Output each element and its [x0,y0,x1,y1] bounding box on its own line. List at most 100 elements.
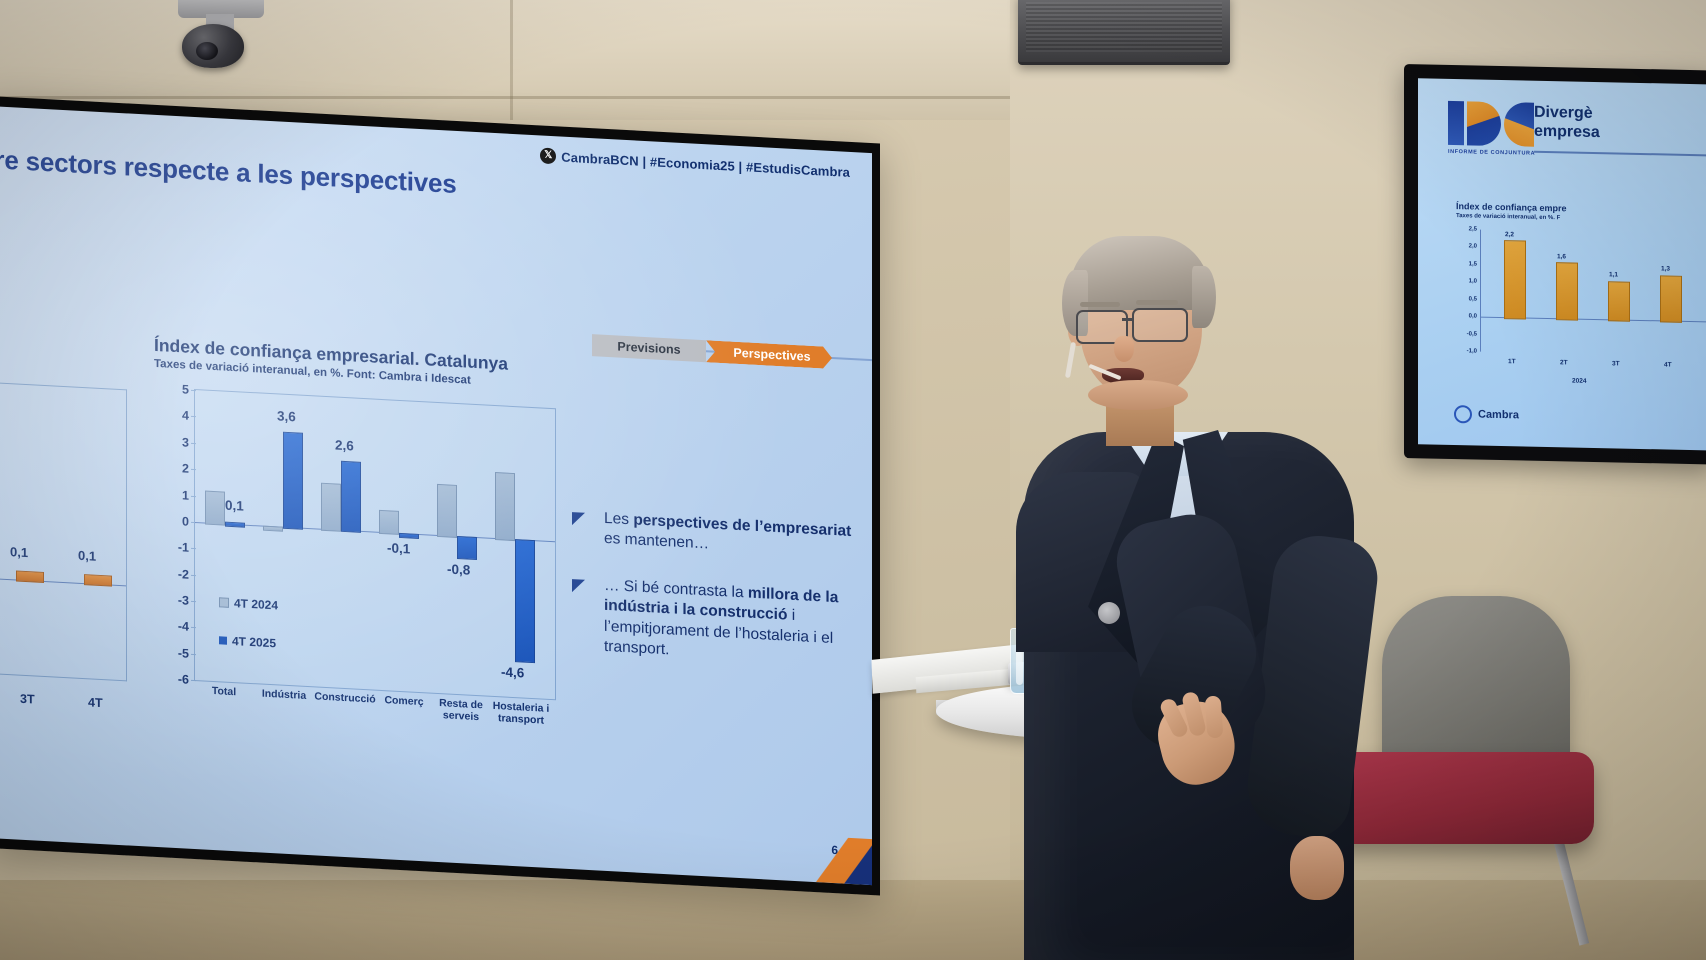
eyeglasses-lens-right [1132,308,1188,342]
bar-2025-total [225,521,245,528]
bar-2024-resta [437,483,457,538]
left-label-3t: 0,1 [10,544,29,561]
ytick-m1: -1 [177,540,189,555]
side-monitor-title-line1: Divergè [1534,103,1593,122]
legend-item-2024: 4T 2024 [219,595,278,612]
side-xtick-2t: 2T [1560,359,1568,367]
slide-title: entre sectors respecte a les perspective… [0,142,457,199]
ytick-m3: -3 [177,593,189,608]
side-monitor: INFORME DE CONJUNTURA Divergè empresa Ín… [1404,64,1706,465]
camera-mount [178,0,264,18]
legend-swatch-2025 [219,636,227,645]
bar-2024-total [205,490,225,526]
main-chart-plot: 5 4 3 2 1 0 -1 -2 -3 -4 -5 -6 0,1 [178,382,556,701]
xtick-construccio: Construcció [314,690,376,706]
label-construccio: 2,6 [335,437,354,454]
presenter-eyebrow-left [1080,302,1120,307]
bar-2024-comerc [379,509,399,535]
side-ytick-7: -1,0 [1466,348,1477,355]
left-chart-plot: -0,5 0,1 0,1 [0,376,127,682]
tab-previsions[interactable]: Previsions [592,334,706,363]
side-bval-2t: 1,6 [1557,253,1567,261]
ytick-3: 3 [182,435,189,450]
side-ytick-6: -0,5 [1466,330,1477,338]
side-bval-3t: 1,1 [1609,271,1619,279]
side-ytick-0: 2,5 [1468,226,1477,233]
left-chart: Catalunya mbra i Idescat -0,5 0,1 0,1 2T… [0,322,132,735]
laptop-logo [1098,602,1120,624]
slide-tabs: Previsions Perspectives [592,334,832,369]
x-social-icon: 𝕏 [540,147,557,165]
presenter-nose [1114,336,1134,362]
chair-seat [1314,752,1594,844]
side-ytick-3: 1,0 [1468,278,1477,285]
side-bval-1t: 2,2 [1505,231,1515,239]
side-monitor-chart: 2,5 2,0 1,5 1,0 0,5 0,0 -0,5 -1,0 2,2 1,… [1467,226,1706,385]
ytick-4: 4 [182,408,189,424]
side-bar-3t [1608,280,1630,322]
xtick-total: Total [211,684,237,699]
legend-item-2025: 4T 2025 [219,633,276,650]
slide-corner-decoration [810,835,872,886]
bullet-1: Les perspectives de l’empresariat es man… [572,507,862,563]
slide-bullets: Les perspectives de l’empresariat es man… [572,507,862,697]
bullet-1-part-1: Les [604,509,634,529]
presenter-hair-side-right [1192,266,1216,328]
side-monitor-footer-text: Cambra [1478,408,1519,422]
side-ytick-5: 0,0 [1468,313,1477,320]
idc-logo-bar [1448,100,1464,146]
xtick-industria: Indústria [261,687,307,702]
slide-content: 𝕏 CambraBCN | #Economia25 | #EstudisCamb… [0,106,872,886]
ceiling-speaker [1018,0,1230,65]
eyeglasses-bridge [1122,318,1134,321]
presenter [1010,236,1410,960]
xtick-comerc: Comerç [384,694,424,709]
side-monitor-screen: INFORME DE CONJUNTURA Divergè empresa Ín… [1418,78,1706,451]
legend-swatch-2024 [219,597,229,608]
bar-2024-construccio [321,482,341,532]
label-comerc: -0,1 [387,540,411,557]
legend-label-2025: 4T 2025 [232,634,277,651]
slide-hashtags: 𝕏 CambraBCN | #Economia25 | #EstudisCamb… [540,147,850,180]
side-chart-axis [1480,229,1481,352]
left-bar-3t [16,570,44,583]
label-industria: 3,6 [277,408,296,425]
bar-2025-hostaleria [515,538,535,663]
bar-2025-construccio [341,460,361,533]
label-resta: -0,8 [447,561,471,578]
ytick-m4: -4 [177,619,189,635]
side-bar-4t [1660,275,1682,323]
legend-label-2024: 4T 2024 [234,596,279,613]
ytick-5: 5 [182,382,189,397]
bullet-marker-icon [572,512,585,526]
tab-perspectives[interactable]: Perspectives [706,340,832,369]
side-bar-2t [1556,262,1578,321]
side-year-label: 2024 [1572,377,1587,385]
side-ytick-4: 0,5 [1468,296,1477,303]
ceiling-seam [0,96,1020,99]
ytick-0: 0 [182,514,189,529]
side-monitor-chart-subtitle: Taxes de variació interanual, en %. F [1456,213,1561,222]
cambra-logo-icon [1454,405,1472,424]
idc-logo-c [1504,102,1534,147]
side-monitor-rule [1534,150,1706,157]
bullet-1-part-3: es mantenen… [604,530,710,553]
idc-logo-caption: INFORME DE CONJUNTURA [1448,148,1536,157]
bar-2025-industria [283,431,303,530]
ytick-2: 2 [182,461,189,476]
side-monitor-footer: Cambra [1454,405,1519,424]
side-monitor-chart-title: Índex de confiança empre [1456,201,1567,214]
wall-seam-left [510,0,513,120]
side-bar-1t [1504,240,1526,320]
xtick-hostaleria: Hostaleria i transport [492,699,550,727]
ytick-m2: -2 [177,566,189,582]
idc-logo-d [1467,101,1501,147]
label-total: 0,1 [225,497,244,514]
left-bar-4t [84,574,112,587]
side-xtick-3t: 3T [1612,360,1620,368]
presenter-finger-3 [1204,695,1224,739]
main-chart: Índex de confiança empresarial. Cataluny… [146,334,566,796]
presenter-eyebrow-right [1136,300,1178,305]
bullet-marker-icon [572,579,585,593]
